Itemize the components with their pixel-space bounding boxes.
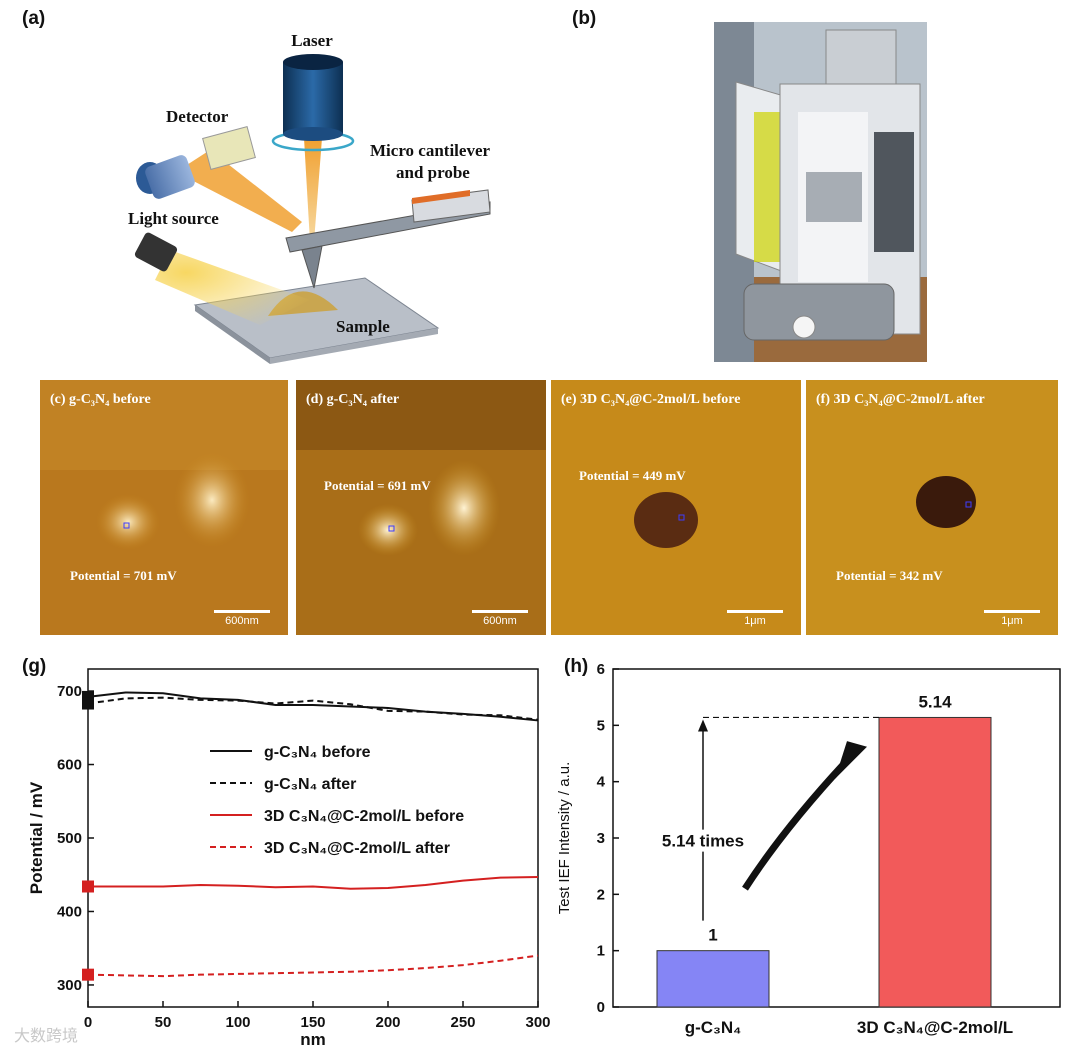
sample-label: Sample [336,317,390,336]
plot-frame [87,668,539,1008]
kpfm-d-map [296,380,546,635]
curved-arrow-head [835,741,867,779]
instrument-photo [714,22,927,362]
y-tick-label: 3 [597,830,605,847]
legend-label: g-C₃N₄ after [264,776,356,793]
category-label: g-C₃N₄ [685,1018,742,1037]
y-tick-label: 1 [597,943,605,960]
x-axis-label: nm [300,1030,326,1049]
potential-readout: Potential = 691 mV [324,478,431,493]
curved-arrow-body [742,753,854,891]
kpfm-f-map [806,380,1058,635]
kpfm-image-f: (f) 3D C₃N₄@C-2mol/L after Potential = 3… [806,380,1058,635]
afm-schematic: Laser Detector Micro cantilever and prob… [128,31,491,364]
kpfm-title: (c) g-C₃N₄ before [50,392,151,407]
annotation-backdrop [651,829,755,852]
y-axis-label: Test IEF Intensity / a.u. [556,762,573,915]
y-tick-label: 600 [57,757,82,774]
series-marker-3 [82,880,94,893]
y-tick-label: 6 [597,661,605,678]
kpfm-title: (f) 3D C₃N₄@C-2mol/L after [816,392,985,407]
cantilever-probe [285,189,491,289]
potential-readout: Potential = 701 mV [70,568,177,583]
y-tick-label: 500 [57,830,82,847]
scale-bar: 600nm [472,610,528,627]
panel-label-a: (a) [22,8,46,29]
x-tick-label: 50 [155,1014,172,1031]
scale-bar: 1μm [727,610,783,627]
cantilever-label-line2: and probe [396,163,470,182]
y-tick-label: 2 [597,886,605,903]
potential-readout: Potential = 449 mV [579,468,686,483]
kpfm-image-d: (d) g-C₃N₄ after Potential = 691 mV 600n… [296,380,546,635]
bar-1 [656,950,770,1008]
bar-value-label: 5.14 [918,692,952,711]
scale-bar: 1μm [984,610,1040,627]
y-tick-label: 300 [57,977,82,994]
potential-readout: Potential = 342 mV [836,568,943,583]
ief-bar-chart: 0 1 2 3 4 5 6 Test IEF Intensity / a.u. 1 g-C₃N₄ 5… [556,661,1061,1037]
series-line-1 [87,691,539,722]
scale-bar: 600nm [214,610,270,627]
x-tick-label: 0 [84,1014,92,1031]
laser-icon [271,54,355,242]
panel-label-g: (g) [22,656,47,677]
x-tick-label: 100 [225,1014,250,1031]
kpfm-image-c: (c) g-C₃N₄ before Potential = 701 mV 600… [40,380,288,635]
x-tick-label: 150 [300,1014,325,1031]
kpfm-title: (d) g-C₃N₄ after [306,392,400,407]
ratio-arrow-head [698,719,708,732]
y-tick-label: 0 [597,999,605,1016]
series-line-4 [87,954,539,978]
series-marker-2 [82,697,94,710]
panel-label-b: (b) [572,8,597,29]
detector-icon [136,125,302,232]
series-marker-4 [82,968,94,981]
legend-label: 3D C₃N₄@C-2mol/L after [264,840,450,857]
series-line-3 [88,875,539,890]
cantilever-label-line1: Micro cantilever [370,141,491,160]
watermark: 大数跨境 [14,1026,79,1045]
legend-label: g-C₃N₄ before [264,744,371,761]
panel-label-h: (h) [564,656,589,677]
y-tick-label: 5 [597,717,605,734]
series-line-2 [87,696,539,721]
potential-line-chart: 0 50 100 150 200 250 300 300 400 500 600 700 nm Poten… [27,668,551,1049]
x-tick-label: 200 [375,1014,400,1031]
y-tick-label: 4 [597,774,606,791]
ratio-annotation: 5.14 times [662,832,744,851]
y-axis-label: Potential / mV [27,781,46,894]
detector-label: Detector [166,107,229,126]
bar-2 [878,716,992,1008]
laser-label: Laser [291,31,333,50]
kpfm-e-map [551,380,801,635]
y-tick-label: 400 [57,903,82,920]
light-source-label: Light source [128,209,219,228]
category-label: 3D C₃N₄@C-2mol/L [857,1018,1013,1037]
bar-value-label: 1 [708,926,717,945]
legend-label: 3D C₃N₄@C-2mol/L before [264,808,464,825]
light-source-icon [134,232,310,325]
kpfm-image-e: (e) 3D C₃N₄@C-2mol/L before Potential = … [551,380,801,635]
y-tick-label: 700 [57,683,82,700]
x-tick-label: 300 [525,1014,550,1031]
x-tick-label: 250 [450,1014,475,1031]
kpfm-c-map [40,380,288,635]
kpfm-title: (e) 3D C₃N₄@C-2mol/L before [561,392,741,407]
